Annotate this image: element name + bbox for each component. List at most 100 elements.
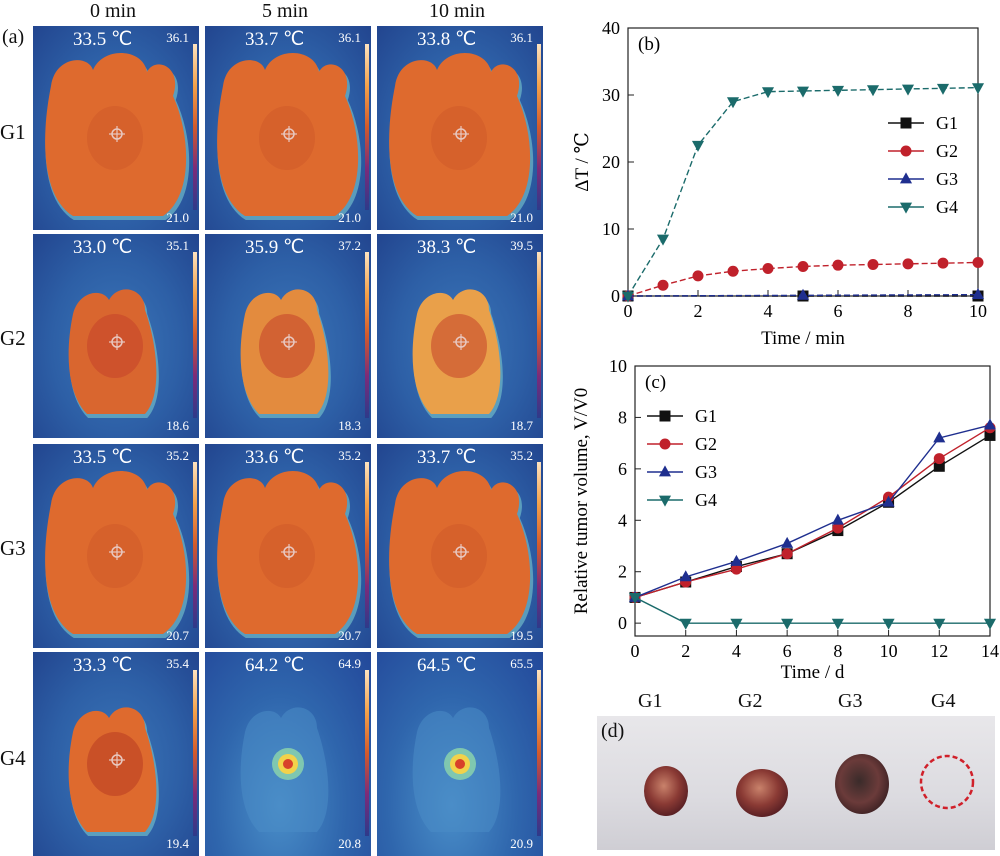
data-point-g2: [832, 522, 844, 534]
x-tick-label: 14: [981, 641, 999, 661]
thermal-image-g3-1: 33.6 ℃ 35.2 20.7: [205, 444, 371, 648]
panel-d-label: (d): [601, 720, 625, 742]
row-label-g2: G2: [0, 326, 26, 350]
y-tick-label: 10: [609, 356, 627, 376]
y-tick-label: 2: [618, 562, 627, 582]
spot-temperature: 64.5 ℃: [417, 655, 477, 676]
scale-max: 35.1: [166, 238, 189, 253]
color-scale-bar: [193, 462, 197, 628]
legend-marker-g3: [658, 465, 672, 477]
spot-temperature: 33.0 ℃: [73, 237, 133, 258]
x-tick-label: 10: [969, 301, 987, 321]
thermal-image-g3-0: 33.5 ℃ 35.2 20.7: [33, 444, 199, 648]
thermal-image-g1-1: 33.7 ℃ 36.1 21.0: [205, 26, 371, 230]
data-point-g4: [656, 234, 670, 246]
x-tick-label: 4: [732, 641, 741, 661]
x-tick-label: 0: [631, 641, 640, 661]
color-scale-bar: [365, 44, 369, 210]
plot-frame: [627, 27, 979, 297]
series-line-g3: [634, 424, 991, 599]
y-tick-label: 0: [611, 286, 620, 306]
data-point-g3: [831, 513, 844, 525]
y-tick-label: 30: [602, 85, 620, 105]
tumor-photo: (d): [597, 716, 995, 850]
x-tick-label: 10: [880, 641, 898, 661]
y-axis-label: ΔT / ℃: [572, 132, 593, 192]
legend-label-g1: G1: [695, 406, 717, 426]
data-point-g2: [692, 270, 704, 282]
row-label-g3: G3: [0, 536, 26, 560]
y-tick-label: 6: [618, 459, 627, 479]
panel-label: (c): [645, 372, 666, 393]
data-point-g3: [933, 431, 946, 443]
group-label-g3: G3: [838, 690, 863, 712]
scale-min: 20.9: [510, 836, 533, 851]
legend-label-g2: G2: [695, 434, 717, 454]
thermal-image-g2-1: 35.9 ℃ 37.2 18.3: [205, 234, 371, 438]
y-tick-label: 4: [618, 510, 627, 530]
tumor-g4-empty-circle: [919, 754, 975, 810]
legend-marker-g3: [899, 172, 913, 184]
column-label-10min: 10 min: [428, 0, 486, 22]
scale-min: 19.4: [166, 836, 189, 851]
data-point-g4: [730, 618, 743, 630]
series-line-g2: [634, 427, 991, 599]
data-point-g4: [781, 618, 794, 630]
series-line-g4: [627, 86, 979, 297]
scale-max: 39.5: [510, 238, 533, 253]
color-scale-bar: [193, 44, 197, 210]
color-scale-bar: [537, 252, 541, 418]
y-tick-label: 0: [618, 613, 627, 633]
y-tick-label: 40: [602, 18, 620, 38]
data-point-g2: [933, 453, 945, 465]
y-tick-label: 8: [618, 407, 627, 427]
scale-max: 35.2: [166, 448, 189, 463]
thermal-image-g2-0: 33.0 ℃ 35.1 18.6: [33, 234, 199, 438]
x-tick-label: 6: [783, 641, 792, 661]
legend-label-g4: G4: [695, 490, 717, 510]
scale-min: 21.0: [166, 210, 189, 225]
data-point-g4: [796, 86, 810, 98]
scale-max: 35.2: [338, 448, 361, 463]
data-point-g2: [972, 257, 984, 268]
color-scale-bar: [193, 670, 197, 836]
data-point-g2: [902, 258, 914, 270]
data-point-g3: [971, 288, 985, 300]
thermal-image-g2-2: 38.3 ℃ 39.5 18.7: [377, 234, 543, 438]
x-tick-label: 12: [930, 641, 948, 661]
data-point-g3: [679, 570, 692, 582]
data-point-g2: [730, 563, 742, 575]
scale-min: 20.7: [338, 628, 361, 643]
data-point-g4: [679, 618, 692, 630]
legend-marker-g1: [900, 117, 912, 129]
scale-min: 20.8: [338, 836, 361, 851]
data-point-g4: [628, 593, 642, 605]
legend-label-g3: G3: [695, 462, 717, 482]
data-point-g4: [621, 291, 635, 303]
data-point-g2: [762, 263, 774, 275]
spot-temperature: 33.7 ℃: [245, 29, 305, 50]
scale-min: 18.6: [166, 418, 189, 433]
scale-max: 35.4: [166, 656, 189, 671]
color-scale-bar: [365, 462, 369, 628]
spot-temperature: 33.5 ℃: [73, 29, 133, 50]
data-point-g4: [726, 97, 740, 109]
data-point-g3: [882, 495, 895, 507]
scale-min: 21.0: [338, 210, 361, 225]
group-label-g4: G4: [931, 690, 956, 712]
data-point-g3: [796, 288, 810, 300]
column-label-0min: 0 min: [89, 0, 137, 22]
data-point-g4: [761, 87, 775, 99]
color-scale-bar: [537, 462, 541, 628]
y-tick-label: 20: [602, 152, 620, 172]
x-tick-label: 6: [834, 301, 843, 321]
y-axis-label: Relative tumor volume, V/V0: [571, 388, 592, 615]
tumor-g3: [835, 754, 889, 814]
data-point-g4: [983, 618, 997, 630]
data-point-g2: [937, 257, 949, 269]
data-point-g2: [657, 279, 669, 291]
color-scale-bar: [193, 252, 197, 418]
group-label-g2: G2: [738, 690, 763, 712]
data-point-g4: [882, 618, 895, 630]
scale-max: 37.2: [338, 238, 361, 253]
